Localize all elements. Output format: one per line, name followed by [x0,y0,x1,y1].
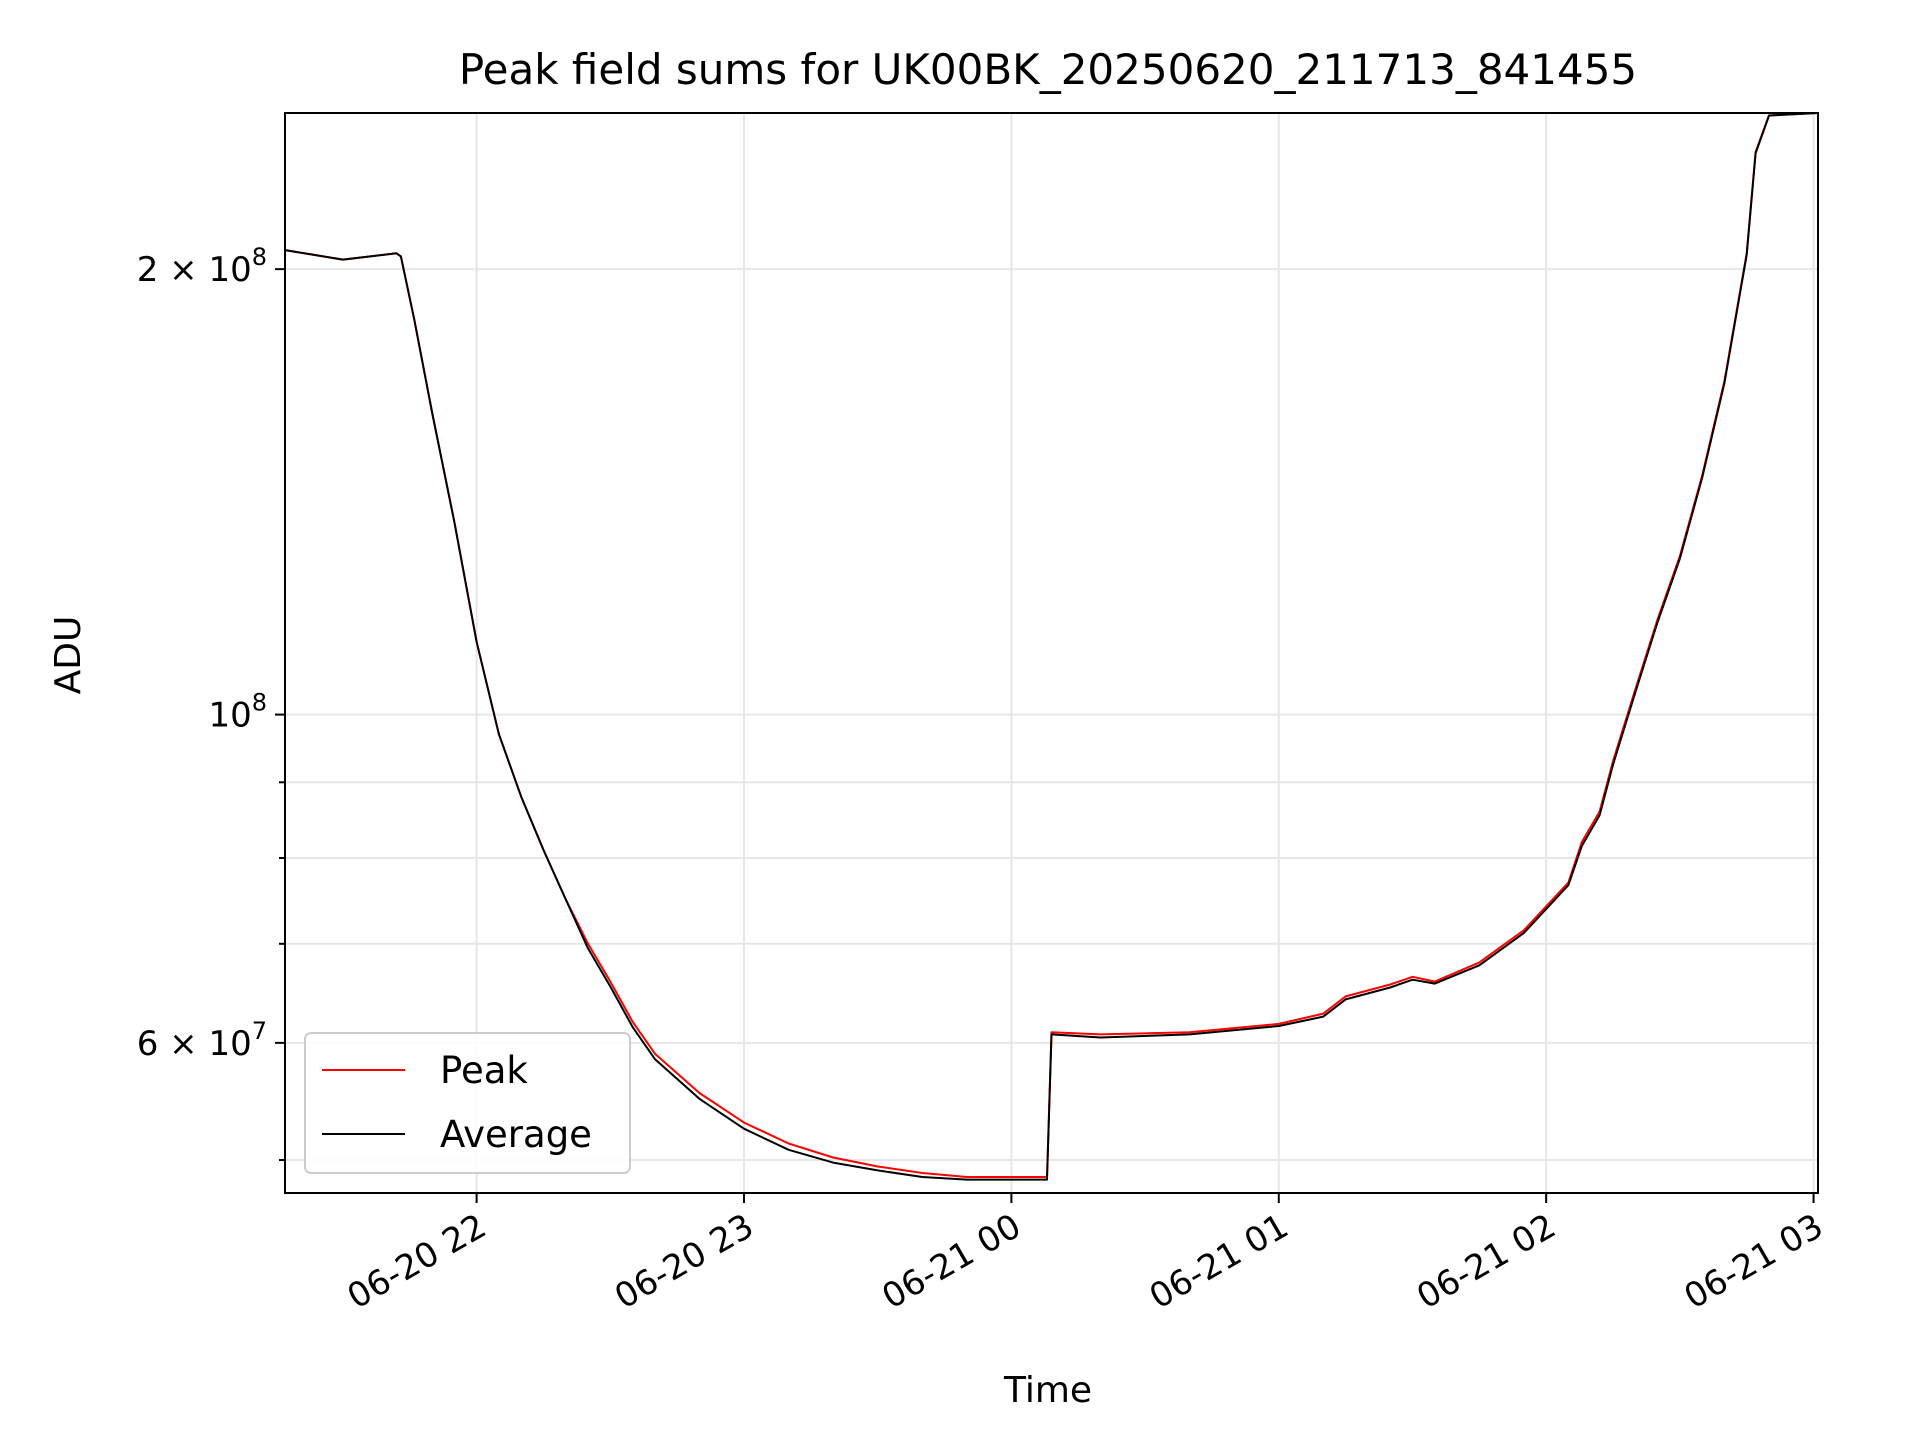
plot-frame [284,112,1819,1194]
y-tick-label: 2 × 108 [137,243,267,290]
legend-label-peak: Peak [440,1049,528,1092]
y-tick-base: 10 [208,696,251,736]
chart-title: Peak field sums for UK00BK_20250620_2117… [459,45,1637,94]
y-tick-label: 6 × 107 [137,1017,267,1064]
y-tick-base: 2 × 10 [137,250,252,290]
y-axis-label: ADU [48,616,89,695]
legend-box [304,1032,631,1174]
series-layer [284,112,1819,1181]
x-axis-label: Time [1003,1370,1092,1411]
series-line-average [284,112,1819,1181]
legend-label-average: Average [440,1113,592,1156]
legend: Peak Average [304,1032,631,1174]
y-tick-label: 108 [208,689,267,736]
y-tick-exponent: 7 [252,1017,267,1045]
y-tick-exponent: 8 [252,689,267,717]
y-tick-base: 6 × 10 [137,1024,252,1064]
y-tick-exponent: 8 [252,243,267,271]
